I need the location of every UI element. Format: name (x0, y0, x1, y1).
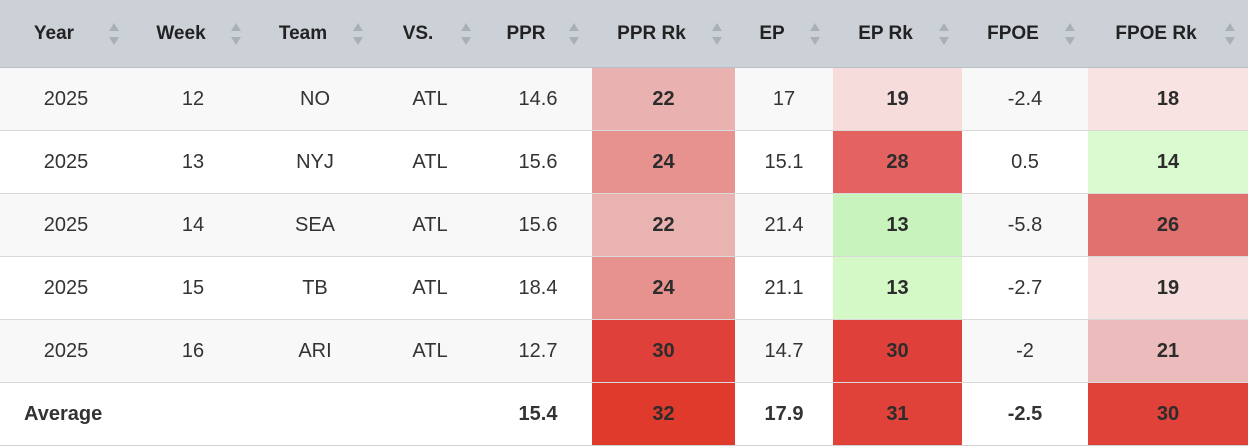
cell-ppr: 12.7 (484, 319, 592, 383)
cell-fpoe-rk: 19 (1088, 256, 1248, 320)
table-row: 2025 12 NO ATL 14.6 22 17 19 -2.4 18 (0, 67, 1248, 131)
cell-week: 16 (132, 319, 254, 383)
cell-fpoe: -2 (962, 319, 1088, 383)
cell-ep: 21.4 (735, 193, 833, 257)
cell-fpoe-rk: 21 (1088, 319, 1248, 383)
cell-week: 13 (132, 130, 254, 194)
cell-ep: 17 (735, 67, 833, 131)
average-ep-rk: 31 (833, 382, 962, 446)
sort-arrows-icon[interactable] (938, 21, 950, 47)
sort-arrows-icon[interactable] (108, 21, 120, 47)
cell-fpoe: 0.5 (962, 130, 1088, 194)
cell-ppr: 15.6 (484, 130, 592, 194)
cell-ppr-rk: 30 (592, 319, 735, 383)
header-row: Year Week Team VS. PPR PPR Rk EP EP Rk F… (0, 0, 1248, 68)
cell-team: NO (254, 67, 376, 131)
column-header-label: FPOE Rk (1115, 22, 1197, 44)
cell-ppr: 18.4 (484, 256, 592, 320)
cell-ppr: 14.6 (484, 67, 592, 131)
cell-ppr-rk: 22 (592, 193, 735, 257)
cell-year: 2025 (0, 67, 132, 131)
cell-ep-rk: 13 (833, 256, 962, 320)
cell-vs: ATL (376, 130, 484, 194)
cell-ep: 15.1 (735, 130, 833, 194)
table-body: 2025 12 NO ATL 14.6 22 17 19 -2.4 18 202… (0, 67, 1248, 446)
average-ppr: 15.4 (484, 382, 592, 446)
column-header-year[interactable]: Year (0, 0, 132, 68)
cell-ppr: 15.6 (484, 193, 592, 257)
column-header-week[interactable]: Week (132, 0, 254, 68)
cell-team: ARI (254, 319, 376, 383)
column-header-ep[interactable]: EP (735, 0, 833, 68)
column-header-label: EP Rk (858, 22, 913, 44)
cell-fpoe-rk: 14 (1088, 130, 1248, 194)
cell-week: 15 (132, 256, 254, 320)
column-header-fpoe[interactable]: FPOE (962, 0, 1088, 68)
cell-fpoe-rk: 26 (1088, 193, 1248, 257)
sort-arrows-icon[interactable] (460, 21, 472, 47)
sort-arrows-icon[interactable] (230, 21, 242, 47)
cell-fpoe: -2.7 (962, 256, 1088, 320)
column-header-ppr-rk[interactable]: PPR Rk (592, 0, 735, 68)
column-header-label: Team (278, 22, 328, 44)
column-header-label: FPOE (987, 22, 1039, 44)
cell-ep-rk: 19 (833, 67, 962, 131)
column-header-label: PPR Rk (617, 22, 686, 44)
cell-ep-rk: 30 (833, 319, 962, 383)
cell-vs: ATL (376, 193, 484, 257)
cell-vs: ATL (376, 319, 484, 383)
cell-team: TB (254, 256, 376, 320)
cell-week: 14 (132, 193, 254, 257)
table-header: Year Week Team VS. PPR PPR Rk EP EP Rk F… (0, 0, 1248, 68)
cell-ep-rk: 13 (833, 193, 962, 257)
cell-ep: 14.7 (735, 319, 833, 383)
cell-ep-rk: 28 (833, 130, 962, 194)
cell-ppr-rk: 22 (592, 67, 735, 131)
column-header-label: EP (759, 22, 785, 44)
column-header-team[interactable]: Team (254, 0, 376, 68)
table-row: 2025 16 ARI ATL 12.7 30 14.7 30 -2 21 (0, 319, 1248, 383)
cell-year: 2025 (0, 130, 132, 194)
average-ppr-rk: 32 (592, 382, 735, 446)
table-row: 2025 15 TB ATL 18.4 24 21.1 13 -2.7 19 (0, 256, 1248, 320)
column-header-label: PPR (506, 22, 546, 44)
average-label: Average (0, 382, 484, 446)
sort-arrows-icon[interactable] (568, 21, 580, 47)
cell-ppr-rk: 24 (592, 130, 735, 194)
column-header-label: Week (156, 22, 206, 44)
sort-arrows-icon[interactable] (1224, 21, 1236, 47)
cell-week: 12 (132, 67, 254, 131)
average-row: Average 15.4 32 17.9 31 -2.5 30 (0, 382, 1248, 446)
cell-vs: ATL (376, 67, 484, 131)
sort-arrows-icon[interactable] (711, 21, 723, 47)
column-header-fpoe-rk[interactable]: FPOE Rk (1088, 0, 1248, 68)
column-header-ppr[interactable]: PPR (484, 0, 592, 68)
cell-ppr-rk: 24 (592, 256, 735, 320)
cell-year: 2025 (0, 193, 132, 257)
average-fpoe-rk: 30 (1088, 382, 1248, 446)
cell-vs: ATL (376, 256, 484, 320)
average-ep: 17.9 (735, 382, 833, 446)
cell-year: 2025 (0, 319, 132, 383)
column-header-label: VS. (402, 22, 434, 44)
column-header-ep-rk[interactable]: EP Rk (833, 0, 962, 68)
average-fpoe: -2.5 (962, 382, 1088, 446)
cell-team: SEA (254, 193, 376, 257)
column-header-vs[interactable]: VS. (376, 0, 484, 68)
cell-team: NYJ (254, 130, 376, 194)
sort-arrows-icon[interactable] (809, 21, 821, 47)
cell-fpoe: -2.4 (962, 67, 1088, 131)
cell-fpoe: -5.8 (962, 193, 1088, 257)
table-row: 2025 14 SEA ATL 15.6 22 21.4 13 -5.8 26 (0, 193, 1248, 257)
column-header-label: Year (33, 22, 75, 44)
cell-fpoe-rk: 18 (1088, 67, 1248, 131)
cell-year: 2025 (0, 256, 132, 320)
sort-arrows-icon[interactable] (1064, 21, 1076, 47)
cell-ep: 21.1 (735, 256, 833, 320)
table-row: 2025 13 NYJ ATL 15.6 24 15.1 28 0.5 14 (0, 130, 1248, 194)
sort-arrows-icon[interactable] (352, 21, 364, 47)
